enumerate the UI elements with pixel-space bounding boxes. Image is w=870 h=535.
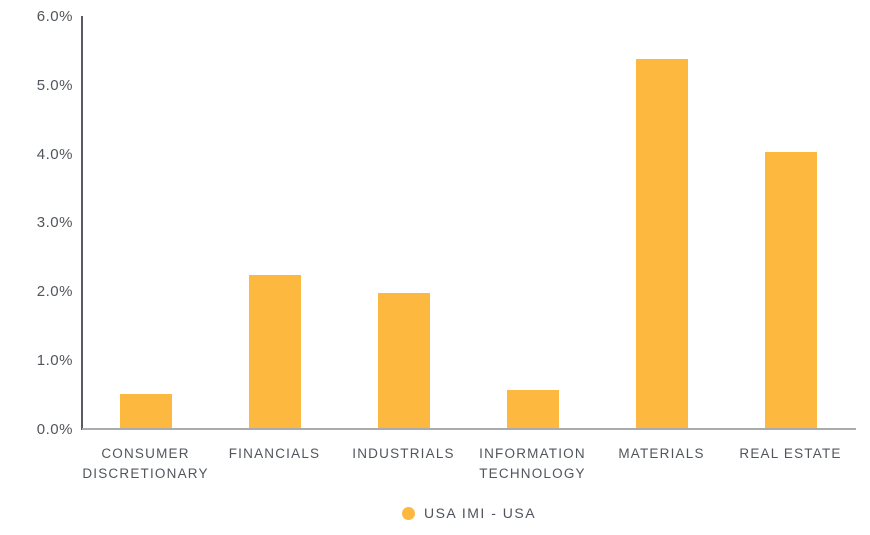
x-axis-line [82, 428, 856, 430]
bar-financials[interactable] [248, 275, 301, 430]
legend-label: USA IMI - USA [423, 505, 537, 521]
y-axis-tick-2.0: 2.0% [36, 283, 73, 300]
y-axis-tick-3.0: 3.0% [36, 214, 73, 232]
y-axis-tick-0.0: 0.0% [36, 420, 73, 438]
x-axis-label-financials: FINANCIALS [228, 446, 321, 461]
x-axis-label-materials: MATERIALS [618, 446, 705, 461]
x-axis-label-industrials: INDUSTRIALS [352, 446, 455, 461]
bar-industrials[interactable] [377, 292, 430, 430]
y-axis-tick-1.0: 1.0% [36, 351, 73, 369]
bar-information-technology[interactable] [506, 390, 559, 430]
legend[interactable]: USA IMI - USA [82, 502, 856, 524]
bar-real-estate[interactable] [764, 151, 817, 430]
y-axis-tick-6.0: 6.0% [36, 8, 73, 25]
x-axis-label-consumer-discretionary: CONSUMER DISCRETIONARY [82, 446, 209, 481]
bar-materials[interactable] [635, 58, 688, 430]
bar-consumer-discretionary[interactable] [119, 394, 172, 430]
x-axis-label-information-technology: INFORMATION TECHNOLOGY [479, 446, 586, 481]
legend-marker-icon [401, 506, 415, 520]
y-axis-tick-4.0: 4.0% [36, 145, 73, 163]
x-axis-label-real-estate: REAL ESTATE [739, 446, 842, 461]
y-axis-tick-5.0: 5.0% [36, 76, 73, 94]
y-axis-line [81, 16, 83, 430]
